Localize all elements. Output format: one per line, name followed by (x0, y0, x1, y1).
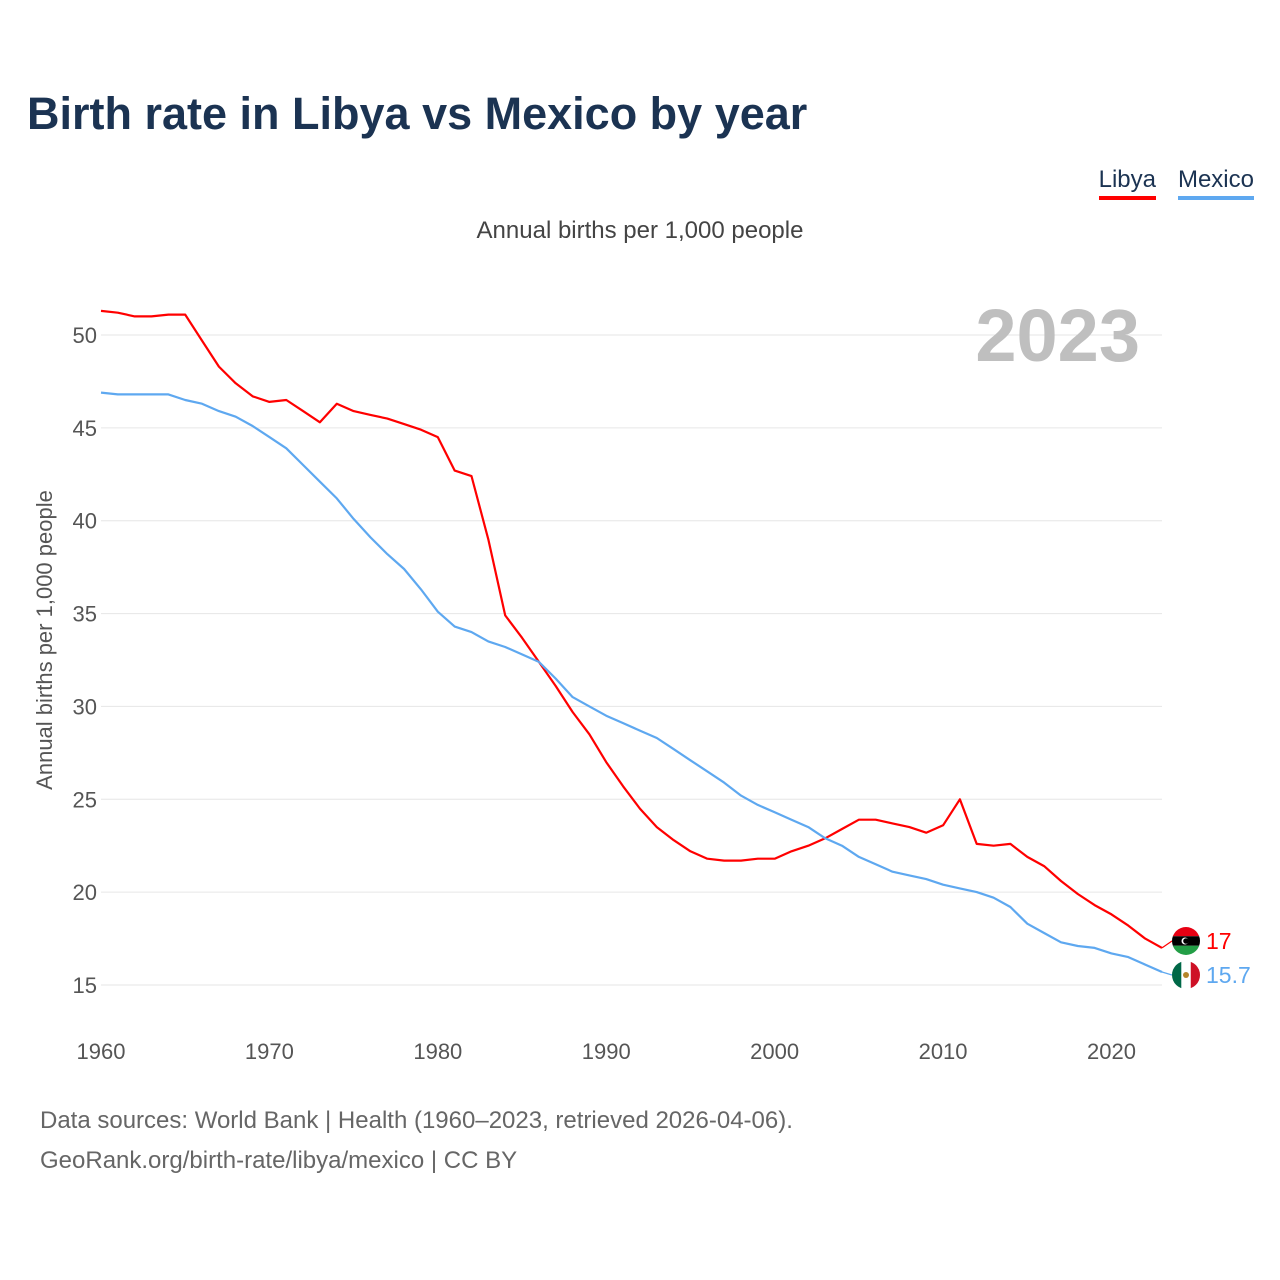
series-line-libya (100, 309, 1163, 949)
y-tick-label: 15 (73, 973, 97, 998)
x-tick-label: 1960 (77, 1039, 126, 1064)
x-tick-label: 2000 (750, 1039, 799, 1064)
chart-subtitle: Annual births per 1,000 people (476, 217, 804, 244)
x-tick-label: 1980 (413, 1039, 462, 1064)
chart-title: Birth rate in Libya vs Mexico by year (27, 88, 808, 139)
libya-flag-icon (1172, 927, 1200, 955)
y-tick-label: 25 (73, 787, 97, 812)
end-value-label: 17 (1206, 928, 1232, 954)
y-tick-label: 40 (73, 509, 97, 534)
mexico-flag-icon (1172, 961, 1200, 989)
x-tick-label: 2020 (1087, 1039, 1136, 1064)
source-line: Data sources: World Bank | Health (1960–… (40, 1107, 793, 1134)
y-tick-label: 30 (73, 694, 97, 719)
legend-libya[interactable]: Libya (1098, 166, 1156, 200)
y-tick-label: 35 (73, 602, 97, 627)
y-axis-label: Annual births per 1,000 people (32, 490, 57, 790)
y-tick-label: 50 (73, 323, 97, 348)
end-connector (1161, 971, 1173, 976)
y-tick-label: 45 (73, 416, 97, 441)
x-tick-label: 2010 (919, 1039, 968, 1064)
legend: Libya Mexico (1098, 166, 1254, 200)
end-connector (1161, 940, 1173, 949)
end-value-label: 15.7 (1206, 962, 1251, 988)
source-link[interactable]: GeoRank.org/birth-rate/libya/mexico | CC… (40, 1147, 518, 1174)
y-tick-label: 20 (73, 880, 97, 905)
x-tick-label: 1990 (582, 1039, 631, 1064)
x-tick-label: 1970 (245, 1039, 294, 1064)
series-line-mexico (100, 391, 1163, 974)
year-label: 2023 (975, 294, 1140, 377)
legend-mexico[interactable]: Mexico (1177, 166, 1254, 200)
